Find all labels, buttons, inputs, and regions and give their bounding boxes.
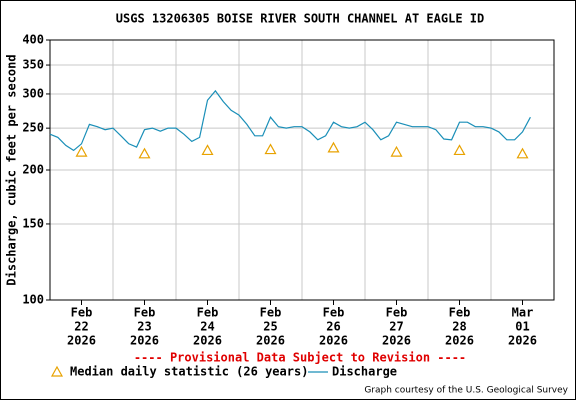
y-tick-label: 400 (22, 33, 44, 47)
y-axis-label: Discharge, cubic feet per second (5, 54, 19, 285)
x-tick-label: 2026 (445, 334, 474, 348)
median-marker (453, 144, 466, 156)
median-marker (327, 141, 340, 153)
x-tick-label: 2026 (256, 334, 285, 348)
legend-label: Discharge (332, 365, 397, 379)
x-tick-label: 2026 (508, 334, 537, 348)
legend-marker (50, 365, 64, 377)
median-marker (138, 147, 151, 159)
legend-label: Median daily statistic (26 years) (70, 365, 308, 379)
y-tick-label: 100 (22, 293, 44, 307)
median-marker (264, 143, 277, 155)
y-tick-label: 200 (22, 163, 44, 177)
median-marker (516, 147, 529, 159)
x-tick-label: 28 (452, 320, 466, 334)
x-tick-label: 26 (326, 320, 340, 334)
y-tick-label: 300 (22, 86, 44, 100)
x-tick-label: Feb (197, 306, 219, 320)
x-tick-label: Feb (386, 306, 408, 320)
discharge-line (49, 89, 531, 152)
x-tick-label: 2026 (67, 334, 96, 348)
x-tick-label: 22 (74, 320, 88, 334)
x-tick-label: 2026 (382, 334, 411, 348)
median-marker (201, 144, 214, 156)
x-tick-label: 27 (389, 320, 403, 334)
y-tick-label: 350 (22, 58, 44, 72)
x-tick-label: 25 (263, 320, 277, 334)
x-tick-label: Feb (323, 306, 345, 320)
x-tick-label: Feb (71, 306, 93, 320)
y-tick-label: 150 (22, 216, 44, 230)
x-tick-label: 24 (200, 320, 214, 334)
credit: Graph courtesy of the U.S. Geological Su… (364, 386, 568, 396)
x-tick-label: 01 (515, 320, 529, 334)
x-tick-label: Feb (134, 306, 156, 320)
x-tick-label: Feb (260, 306, 282, 320)
x-tick-label: Feb (449, 306, 471, 320)
x-tick-label: Mar (512, 306, 534, 320)
plot-frame (49, 39, 555, 301)
provisional-note: ---- Provisional Data Subject to Revisio… (134, 351, 466, 365)
x-tick-label: 2026 (319, 334, 348, 348)
x-tick-label: 2026 (193, 334, 222, 348)
x-tick-label: 2026 (130, 334, 159, 348)
median-marker (75, 145, 88, 157)
median-marker (390, 145, 403, 157)
x-tick-label: 23 (137, 320, 151, 334)
y-tick-label: 250 (22, 121, 44, 135)
chart-title: USGS 13206305 BOISE RIVER SOUTH CHANNEL … (116, 12, 484, 26)
